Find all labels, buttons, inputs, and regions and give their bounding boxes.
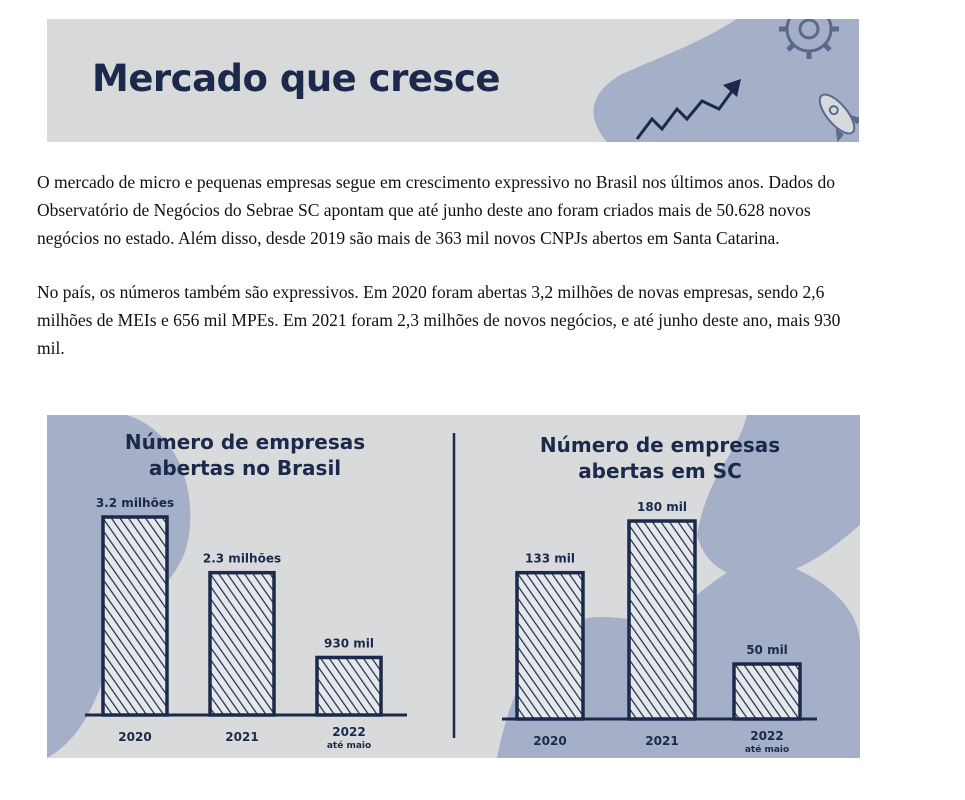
paragraph-2: No país, os números também são expressiv… <box>37 282 841 358</box>
chart-1-bar-2020 <box>101 515 169 717</box>
chart-1-category-label-2021: 2021 <box>225 730 258 744</box>
chart-2-category-label-2020: 2020 <box>533 734 566 748</box>
chart-1-title-line-1: Número de empresas <box>125 430 365 454</box>
chart-1-category-label-2022: 2022 <box>332 725 365 739</box>
banner-decoration <box>593 19 859 142</box>
chart-1-category-sublabel-2022: até maio <box>327 740 371 751</box>
chart-2-value-label-2021: 180 mil <box>637 500 687 514</box>
chart-2-title-line-1: Número de empresas <box>540 433 780 457</box>
chart-1-category-label-2020: 2020 <box>118 730 151 744</box>
banner-title: Mercado que cresce <box>92 57 500 100</box>
infographic: Número de empresas abertas no Brasil 3.2 m… <box>47 415 860 758</box>
chart-2-value-label-2022: 50 mil <box>746 643 788 657</box>
gear-icon <box>779 19 839 59</box>
chart-1-value-label-2020: 3.2 milhões <box>96 496 174 510</box>
chart-1-bar-2021 <box>208 570 276 717</box>
blob-right-top <box>697 415 860 579</box>
chart-2-bar-2022 <box>732 662 802 721</box>
chart-2-bar-2021 <box>627 519 697 721</box>
chart-2-bar-2020 <box>515 570 585 721</box>
article-body: O mercado de micro e pequenas empresas s… <box>37 168 867 388</box>
paragraph-1: O mercado de micro e pequenas empresas s… <box>37 172 835 248</box>
chart-1-bar-2022 <box>315 655 383 717</box>
header-banner: Mercado que cresce <box>47 19 859 142</box>
chart-2-title-line-2: abertas em SC <box>578 459 742 483</box>
chart-2-category-label-2021: 2021 <box>645 734 678 748</box>
chart-2-category-sublabel-2022: até maio <box>745 744 789 755</box>
rocket-icon <box>818 93 859 142</box>
chart-1-value-label-2022: 930 mil <box>324 636 374 650</box>
chart-2-category-label-2022: 2022 <box>750 729 783 743</box>
chart-2-value-label-2020: 133 mil <box>525 552 575 566</box>
trend-arrow-icon <box>635 79 741 140</box>
chart-1-value-label-2021: 2.3 milhões <box>203 552 281 566</box>
chart-1-title-line-2: abertas no Brasil <box>149 456 341 480</box>
